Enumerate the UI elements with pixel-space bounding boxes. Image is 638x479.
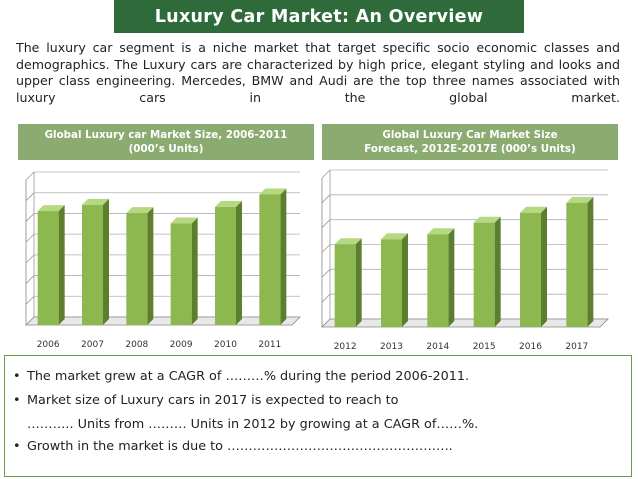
gridline-tick-1 [321, 244, 331, 253]
bar-top-2017 [566, 196, 594, 203]
x-tick-label: 2014 [426, 342, 449, 352]
bar-top-2007 [82, 198, 109, 205]
chart-floor-1 [321, 318, 609, 328]
chart2-subtitle: Forecast, 2012E-2017E (000’s Units) [364, 143, 576, 155]
bar-top-2011 [259, 188, 287, 195]
bar-top-2009 [170, 217, 198, 224]
gridline-tick-1 [321, 219, 331, 228]
chart-floor-0 [25, 316, 301, 326]
bar-top-2014 [427, 228, 455, 235]
gridline-tick-0 [25, 254, 35, 264]
bullet-item: ……….. Units from ……… Units in 2012 by gr… [13, 417, 478, 432]
gridline-tick-1 [321, 194, 331, 204]
bar-2017 [566, 202, 588, 327]
gridline-tick-0 [25, 171, 35, 181]
page-title: Luxury Car Market: An Overview [114, 0, 524, 33]
chart1-header: Global Luxury car Market Size, 2006-2011… [18, 124, 314, 160]
bar-top-2013 [381, 233, 408, 240]
bar-side-2017 [587, 196, 594, 327]
bar-side-2012 [355, 238, 362, 327]
chart1-subtitle: (000’s Units) [128, 143, 204, 155]
bar-top-2012 [334, 238, 362, 245]
bar-side-2007 [103, 198, 109, 325]
x-tick-label: 2012 [334, 342, 357, 352]
gridline-tick-0 [25, 213, 35, 222]
bar-side-2011 [280, 188, 287, 325]
chart2-header: Global Luxury Car Market Size Forecast, … [322, 124, 618, 160]
bullet-text: ……….. Units from ……… Units in 2012 by gr… [27, 417, 479, 432]
bar-2016 [520, 212, 541, 327]
bar-top-2006 [37, 205, 65, 212]
bar-top-2008 [126, 207, 154, 214]
bar-2009 [170, 223, 192, 325]
bar-side-2006 [58, 205, 65, 325]
bar-2013 [381, 239, 402, 327]
x-tick-label: 2013 [380, 342, 403, 352]
gridline-tick-0 [25, 192, 35, 201]
x-tick-label: 2007 [81, 340, 104, 350]
bullet-text: Growth in the market is due to ………………………… [27, 439, 453, 454]
bar-top-2016 [520, 206, 547, 213]
bar-2015 [473, 222, 495, 327]
summary-box: • The market grew at a CAGR of ………% durin… [4, 355, 632, 477]
x-tick-label: 2009 [170, 340, 193, 350]
bar-2007 [82, 204, 103, 325]
intro-paragraph: The luxury car segment is a niche market… [16, 40, 620, 105]
bar-top-2015 [473, 216, 501, 223]
chart2-title: Global Luxury Car Market Size [382, 129, 558, 141]
bar-2011 [259, 194, 281, 325]
gridline-tick-1 [321, 293, 331, 303]
bar-2006 [37, 211, 59, 325]
x-tick-label: 2016 [519, 342, 542, 352]
bar-side-2013 [402, 233, 408, 327]
bullet-marker: • [13, 439, 21, 454]
bar-side-2016 [541, 206, 547, 327]
bar-2012 [334, 244, 356, 327]
bullet-item: • Growth in the market is due to ……………………… [13, 439, 453, 454]
bar-side-2014 [448, 228, 455, 327]
gridline-tick-0 [25, 275, 35, 284]
gridline-tick-0 [25, 233, 35, 243]
bar-2008 [126, 213, 148, 325]
x-tick-label: 2011 [258, 340, 281, 350]
gridline-tick-0 [25, 296, 35, 305]
gridline-tick-1 [321, 169, 331, 179]
x-tick-label: 2006 [37, 340, 60, 350]
bar-2014 [427, 234, 449, 327]
bar-side-2015 [494, 216, 501, 327]
bullet-item: • The market grew at a CAGR of ………% durin… [13, 369, 469, 384]
bullet-marker: • [13, 369, 21, 384]
bar-2010 [215, 206, 236, 325]
bar-side-2010 [236, 200, 242, 325]
chart1-title: Global Luxury car Market Size, 2006-2011 [44, 129, 288, 141]
x-tick-label: 2017 [565, 342, 588, 352]
gridline-tick-1 [321, 269, 331, 278]
bar-side-2009 [191, 217, 198, 325]
bar-top-2010 [215, 200, 242, 207]
bar-side-2008 [147, 207, 154, 325]
bullet-text: Market size of Luxury cars in 2017 is ex… [27, 393, 399, 408]
x-tick-label: 2015 [473, 342, 496, 352]
x-tick-label: 2010 [214, 340, 237, 350]
bullet-text: The market grew at a CAGR of ………% during… [27, 369, 470, 384]
bullet-marker: • [13, 393, 21, 408]
bullet-item: • Market size of Luxury cars in 2017 is e… [13, 393, 398, 408]
x-tick-label: 2008 [125, 340, 148, 350]
